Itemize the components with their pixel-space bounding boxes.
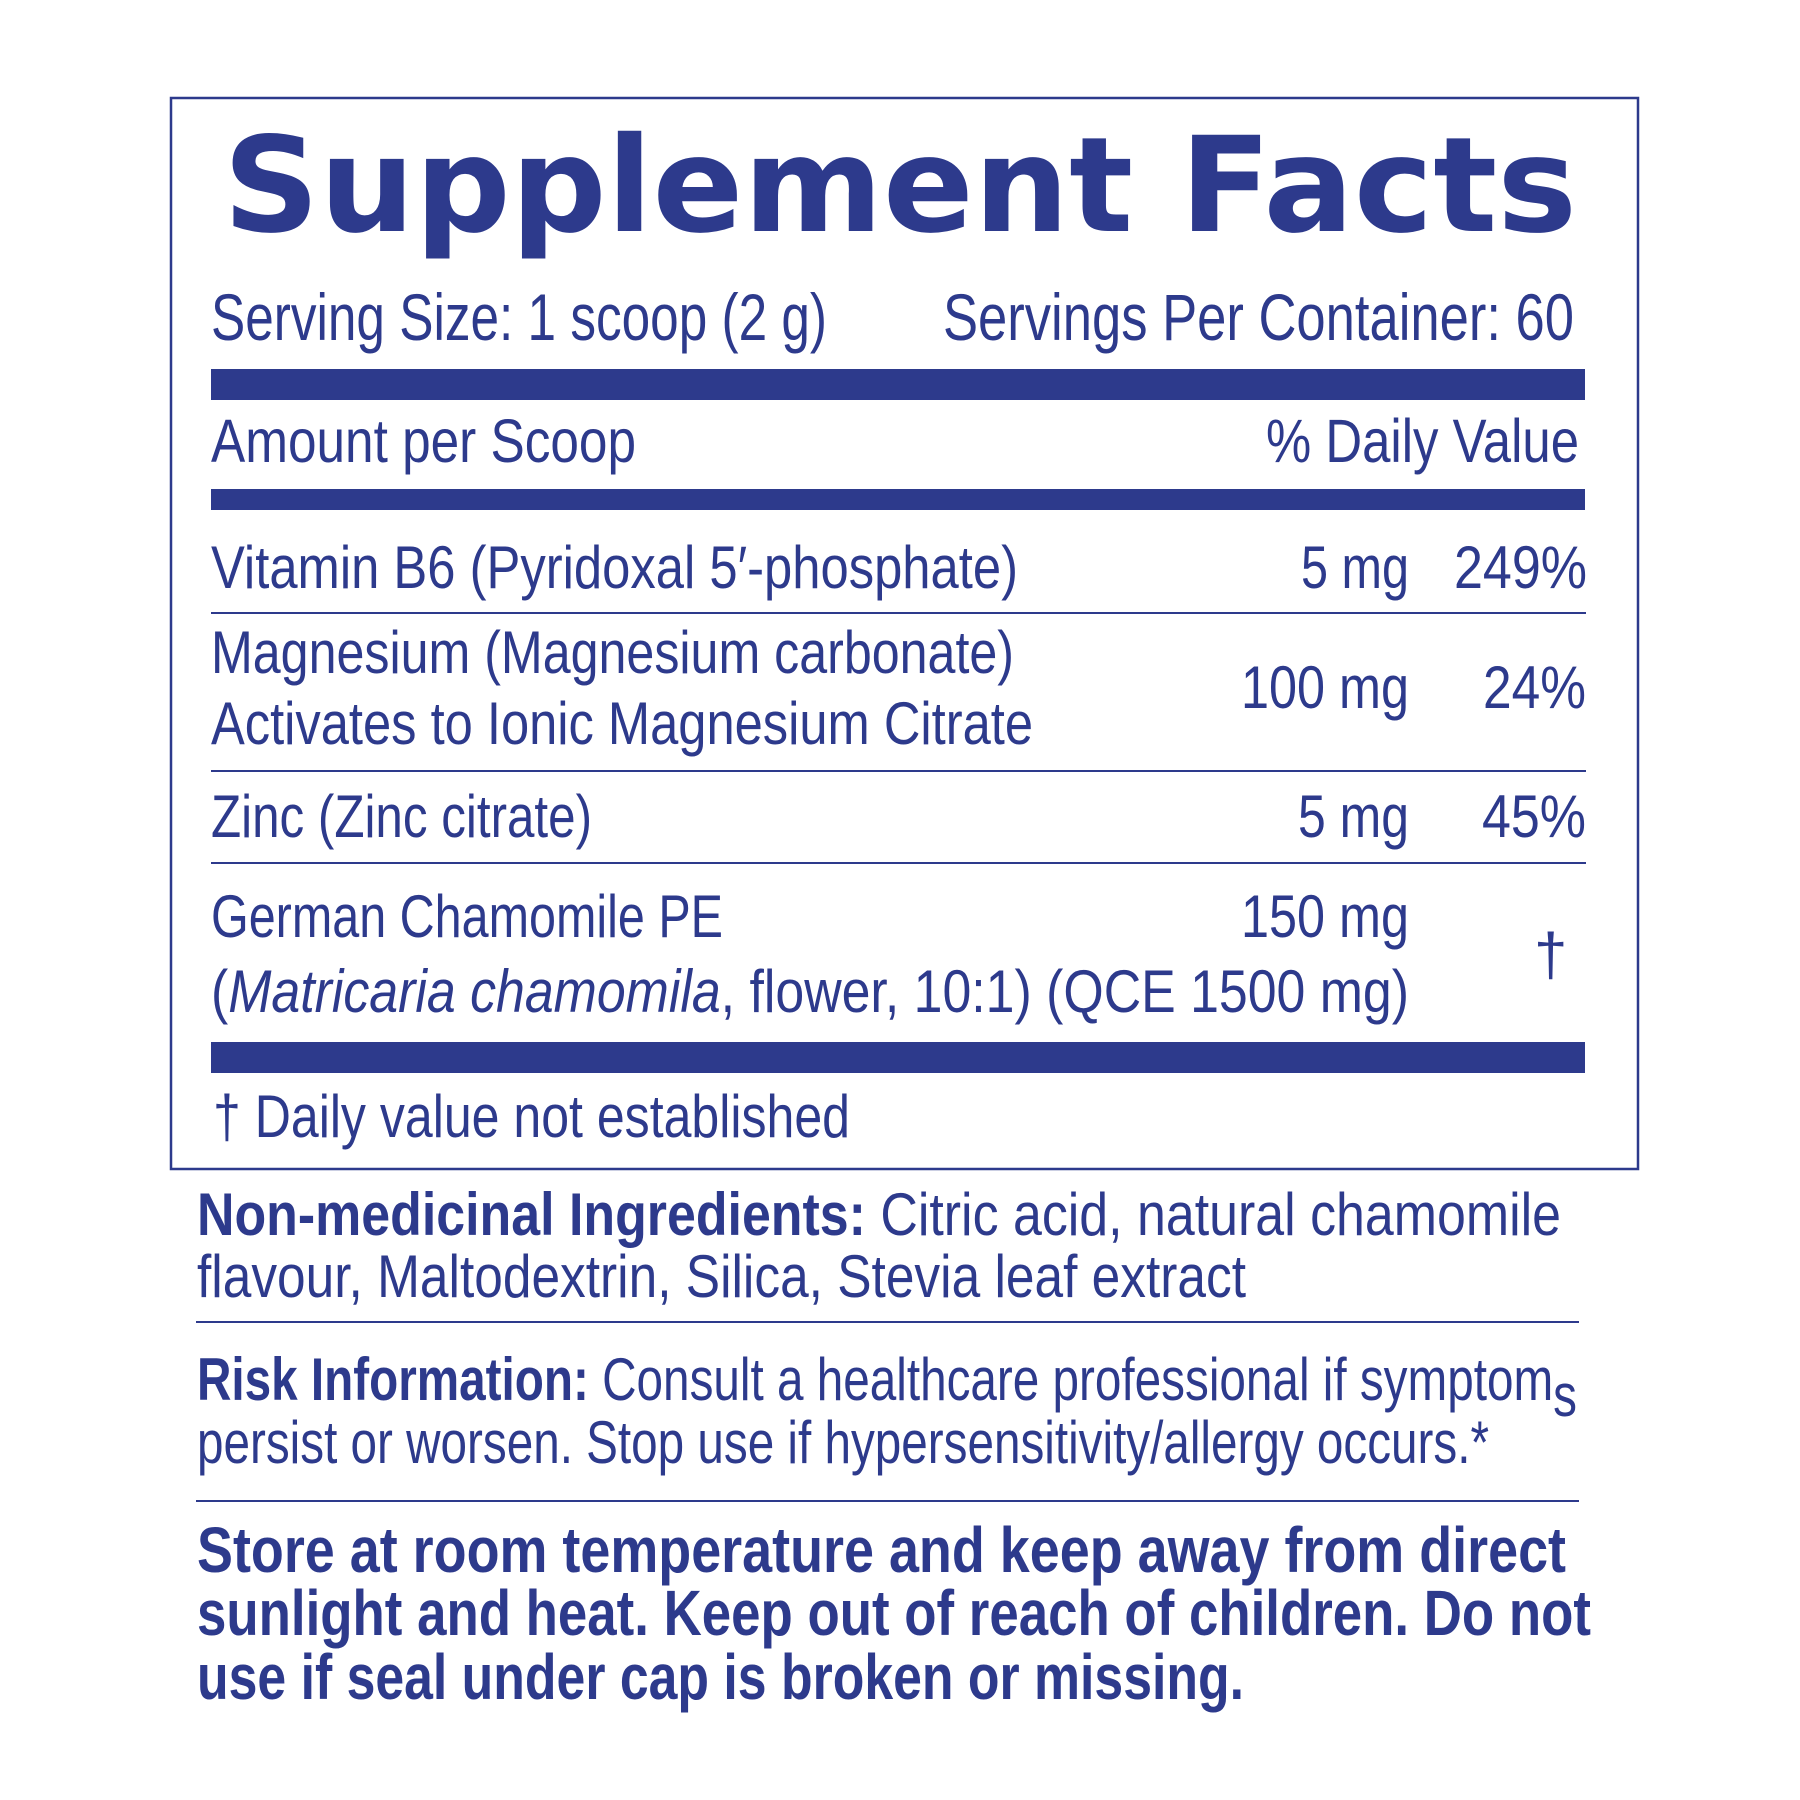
- storage-line1: Store at room temperature and keep away …: [197, 1514, 1566, 1586]
- paren: (: [211, 958, 228, 1025]
- nutrient-dv: 24%: [1483, 654, 1586, 721]
- panel-title: Supplement Facts: [223, 109, 1577, 263]
- nutrient-name-line2: (Matricaria chamomila, flower, 10:1) (QC…: [211, 958, 1409, 1025]
- nutrient-row-vitamin-b6: Vitamin B6 (Pyridoxal 5′-phosphate) 5 mg…: [211, 534, 1587, 601]
- thick-divider: [211, 1042, 1585, 1073]
- nutrient-amount: 5 mg: [1301, 534, 1409, 601]
- nutrient-name-line2: Activates to Ionic Magnesium Citrate: [211, 690, 1033, 757]
- nutrient-dv: 249%: [1454, 534, 1587, 601]
- nutrient-name: Vitamin B6 (Pyridoxal 5′-phosphate): [211, 534, 1018, 601]
- facts-panel-border: [169, 96, 1640, 1171]
- nutrient-dv: 45%: [1482, 783, 1586, 850]
- non-medicinal-line2: flavour, Maltodextrin, Silica, Stevia le…: [197, 1243, 1246, 1310]
- medium-divider: [211, 489, 1585, 510]
- risk-line2: persist or worsen. Stop use if hypersens…: [197, 1409, 1489, 1476]
- extract-details: , flower, 10:1) (QCE 1500 mg): [721, 958, 1409, 1025]
- risk-text-tail: s: [1553, 1362, 1577, 1429]
- nutrient-name: Magnesium (Magnesium carbonate): [211, 619, 1014, 686]
- nutrient-row-zinc: Zinc (Zinc citrate) 5 mg 45%: [211, 783, 1586, 850]
- non-medicinal-ingredients: Non-medicinal Ingredients: Citric acid, …: [197, 1181, 1561, 1248]
- risk-label: Risk Information:: [197, 1346, 589, 1413]
- risk-text: Consult a healthcare professional if sym…: [589, 1346, 1553, 1413]
- risk-information: Risk Information: Consult a healthcare p…: [197, 1346, 1577, 1429]
- serving-size: Serving Size: 1 scoop (2 g): [211, 280, 827, 354]
- amount-header: Amount per Scoop: [211, 407, 636, 475]
- nutrient-amount: 100 mg: [1241, 654, 1409, 721]
- nutrient-row-magnesium: Magnesium (Magnesium carbonate) Activate…: [211, 619, 1586, 757]
- non-medicinal-label: Non-medicinal Ingredients:: [197, 1181, 866, 1248]
- latin-name: Matricaria chamomila: [228, 958, 720, 1025]
- storage-line3: use if seal under cap is broken or missi…: [197, 1641, 1244, 1713]
- nutrient-name: Zinc (Zinc citrate): [211, 783, 592, 850]
- storage-line2: sunlight and heat. Keep out of reach of …: [197, 1577, 1591, 1649]
- daily-value-header: % Daily Value: [1266, 407, 1579, 475]
- nutrient-name: German Chamomile PE: [211, 883, 723, 950]
- nutrient-row-german-chamomile: German Chamomile PE (Matricaria chamomil…: [211, 883, 1567, 1025]
- footnote: † Daily value not established: [213, 1083, 850, 1150]
- dagger-mark: †: [1534, 921, 1567, 988]
- servings-per-container: Servings Per Container: 60: [943, 280, 1574, 354]
- nutrient-amount: 5 mg: [1298, 783, 1409, 850]
- nutrient-amount: 150 mg: [1241, 883, 1409, 950]
- thick-divider: [211, 369, 1585, 400]
- non-medicinal-text: Citric acid, natural chamomile: [866, 1181, 1561, 1248]
